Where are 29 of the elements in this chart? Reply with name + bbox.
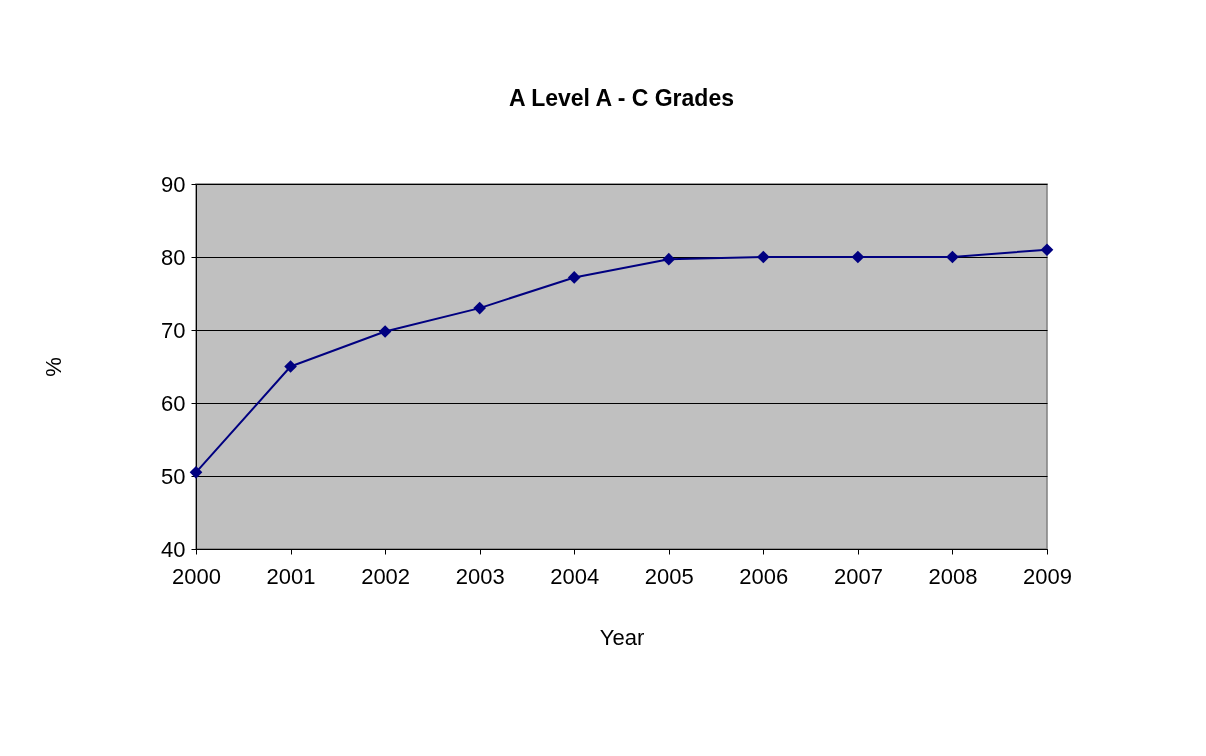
y-axis-title: % <box>41 357 67 377</box>
y-tick-label: 70 <box>161 317 186 343</box>
y-tick-label: 90 <box>161 171 186 197</box>
point <box>284 360 297 373</box>
x-tick-label: 2001 <box>266 563 316 589</box>
x-tick-label: 2008 <box>928 563 978 589</box>
x-axis-title: Year <box>599 624 645 650</box>
point <box>378 325 392 338</box>
y-tick-label: 50 <box>161 463 186 489</box>
x-tick-label: 2007 <box>833 563 883 589</box>
x-tick-label: 2000 <box>172 563 221 589</box>
x-tick-label: 2006 <box>739 563 789 589</box>
x-tick-label: 2009 <box>1023 563 1072 589</box>
y-tick-label: 60 <box>161 390 186 416</box>
x-tick-label: 2003 <box>455 563 505 589</box>
x-tick-label: 2005 <box>644 563 694 589</box>
point <box>189 466 203 479</box>
x-tick-label: 2004 <box>550 563 600 589</box>
y-tick-label: 40 <box>161 536 186 562</box>
point <box>567 271 581 284</box>
x-tick-label: 2002 <box>361 563 411 589</box>
point <box>662 252 676 266</box>
point <box>757 250 770 264</box>
point <box>946 250 959 264</box>
point <box>851 250 865 264</box>
chart-title: A Level A - C Grades <box>509 85 734 111</box>
point <box>1040 243 1054 257</box>
point <box>473 301 486 315</box>
y-tick-label: 80 <box>161 244 186 270</box>
